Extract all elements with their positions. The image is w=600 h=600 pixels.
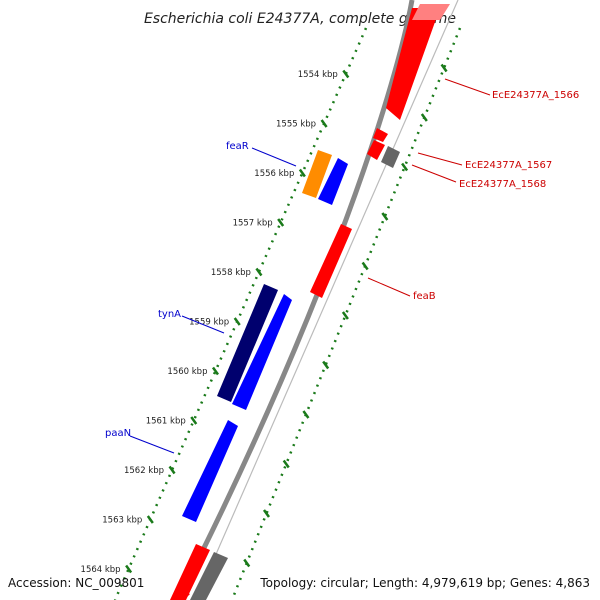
gene-blue-long[interactable] [232, 294, 292, 410]
right-tick-mark [262, 509, 270, 518]
leader-feaR [251, 147, 297, 167]
tick-mark [233, 317, 241, 326]
gene-feaB[interactable] [310, 224, 352, 298]
right-tick-mark [361, 261, 369, 271]
gene-ecE24377A-1566-top [412, 4, 450, 20]
label-feaB[interactable]: feaB [413, 291, 436, 302]
tick-mark [255, 267, 263, 277]
gene-small-red-a[interactable] [373, 128, 388, 142]
accession-text: Accession: NC_009801 [8, 576, 144, 590]
right-tick-mark [420, 113, 428, 122]
leader-ecE24377A-1567 [417, 152, 463, 166]
label-tynA[interactable]: tynA [158, 309, 181, 320]
leader-paaN [129, 435, 175, 454]
right-tick-mark [302, 410, 310, 419]
gene-ecE24377A-1568[interactable] [381, 146, 400, 168]
leader-tynA [181, 315, 225, 334]
label-feaR[interactable]: feaR [226, 141, 249, 152]
label-ecE24377A-1566[interactable]: EcE24377A_1566 [492, 90, 579, 101]
tick-marks [125, 63, 448, 574]
leader-ecE24377A-1568 [411, 164, 457, 183]
tick-labels: 1554 kbp 1555 kbp 1556 kbp 1557 kbp 1558 kbp… [81, 70, 338, 575]
label-paaN[interactable]: paaN [105, 428, 131, 439]
tick-label: 1559 kbp [189, 318, 229, 328]
right-tick-mark [401, 162, 409, 172]
right-dotted-ruler [230, 27, 462, 600]
tick-label: 1562 kbp [124, 466, 164, 476]
gene-tynA[interactable] [217, 284, 278, 402]
map-title: Escherichia coli E24377A, complete genom… [144, 11, 456, 27]
label-ecE24377A-1567[interactable]: EcE24377A_1567 [465, 160, 552, 171]
tick-label: 1564 kbp [81, 565, 121, 575]
leader-feaB [367, 277, 411, 297]
tick-mark [168, 465, 176, 475]
tick-label: 1555 kbp [276, 120, 316, 130]
tick-label: 1554 kbp [298, 70, 338, 80]
tick-mark [320, 119, 328, 128]
tick-mark [342, 69, 350, 79]
tick-label: 1556 kbp [254, 169, 294, 179]
tick-mark [190, 416, 198, 425]
gene-ecE24377A-1566[interactable] [386, 8, 440, 120]
tick-mark [298, 168, 306, 178]
right-tick-mark [322, 360, 330, 370]
right-tick-mark [381, 212, 389, 221]
gene-blue-short[interactable] [318, 158, 348, 205]
tick-label: 1563 kbp [102, 516, 142, 526]
leader-ecE24377A-1566 [444, 78, 491, 96]
genome-backbone [175, 0, 415, 600]
tick-label: 1557 kbp [233, 219, 273, 229]
left-dotted-ruler [113, 27, 368, 600]
tick-label: 1558 kbp [211, 268, 251, 278]
right-tick-mark [341, 311, 349, 320]
label-ecE24377A-1568[interactable]: EcE24377A_1568 [459, 179, 546, 190]
outer-guide-line [195, 0, 459, 600]
tick-mark [146, 515, 154, 524]
gene-ecE24377A-1567[interactable] [367, 140, 385, 160]
gene-gray-bottom[interactable] [190, 552, 228, 600]
gene-paaN[interactable] [182, 420, 238, 522]
tick-label: 1561 kbp [146, 417, 186, 427]
gene-feaR[interactable] [302, 150, 332, 198]
right-tick-mark [440, 63, 448, 73]
tick-mark [125, 564, 133, 574]
right-tick-mark [243, 558, 251, 568]
gene-red-bottom-b[interactable] [172, 590, 190, 600]
tick-mark [211, 366, 220, 376]
tick-label: 1560 kbp [167, 367, 207, 377]
tick-mark [277, 218, 285, 227]
topology-summary: Topology: circular; Length: 4,979,619 bp… [259, 576, 590, 590]
right-tick-mark [282, 459, 290, 469]
gene-red-bottom-a[interactable] [170, 544, 210, 600]
